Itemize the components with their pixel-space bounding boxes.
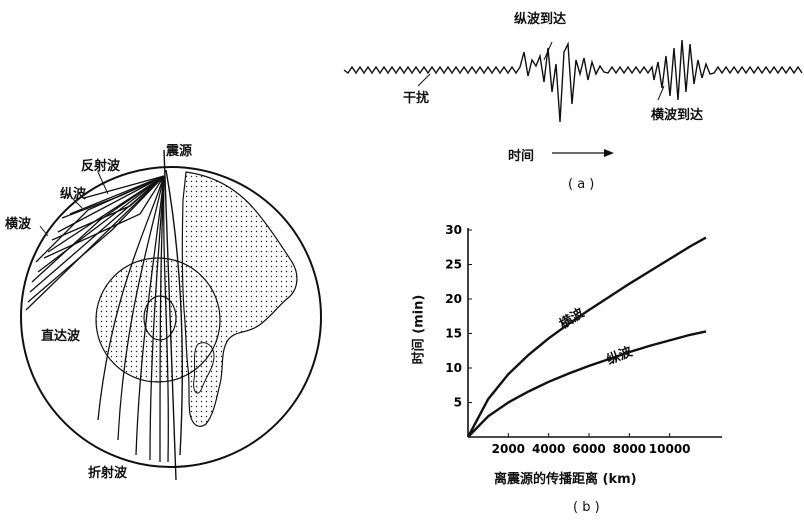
x-tick-label: 10000: [649, 442, 691, 456]
globe-outline: [20, 166, 322, 468]
y-tick-label: 5: [454, 396, 462, 410]
series-line-transverse: [466, 236, 707, 438]
y-tick-label: 10: [445, 361, 462, 375]
label-longitudinal: 纵波: [60, 187, 87, 202]
y-axis-label: 时间 (min): [411, 294, 427, 365]
label-transverse: 横波: [5, 217, 32, 232]
y-tick-label: 30: [445, 223, 462, 237]
label-time: 时间: [508, 149, 535, 164]
seismogram-trace: [343, 39, 803, 123]
x-tick-label: 6000: [572, 442, 605, 456]
ray-fan: [25, 175, 165, 311]
source-axis: [163, 149, 177, 481]
y-tick-label: 20: [445, 292, 462, 306]
label-s-arrival: 横波到达: [651, 108, 704, 123]
x-tick-label: 8000: [613, 442, 646, 456]
p-arrival-pointer: [543, 41, 553, 61]
label-direct: 直达波: [41, 329, 81, 344]
panel-a-label: ( a ): [568, 177, 595, 192]
noise-pointer: [417, 73, 431, 87]
s-arrival-pointer: [657, 85, 665, 101]
x-tick-label: 4000: [532, 442, 565, 456]
x-tick-label: 2000: [492, 442, 525, 456]
label-reflected: 反射波: [81, 159, 121, 174]
y-tick-label: 25: [445, 258, 462, 272]
x-axis-label: 离震源的传播距离 (km): [494, 472, 637, 487]
series-line-longitudinal: [467, 330, 707, 438]
label-noise: 干扰: [403, 91, 430, 106]
label-refracted: 折射波: [88, 466, 128, 481]
label-source: 震源: [166, 144, 193, 159]
pointer-lines: [39, 171, 109, 237]
panel-b-label: ( b ): [573, 500, 600, 515]
label-p-arrival: 纵波到达: [514, 12, 567, 27]
refracted-rays: [97, 175, 169, 463]
time-arrow-head: [604, 149, 614, 157]
y-tick-label: 15: [445, 327, 462, 341]
boundary-line: [165, 169, 183, 456]
